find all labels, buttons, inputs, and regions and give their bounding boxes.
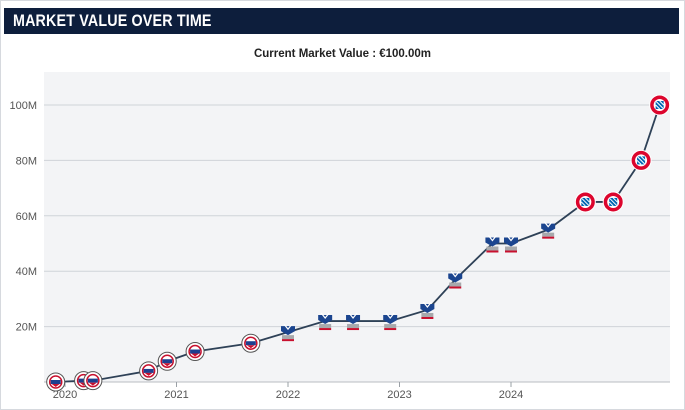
y-tick-label: 100M (9, 100, 37, 112)
crystal-palace-badge-icon (383, 315, 398, 325)
data-points (46, 94, 671, 392)
y-tick-label: 40M (16, 266, 37, 278)
data-point-reading[interactable] (46, 372, 66, 392)
data-point-crystal-palace[interactable] (383, 312, 398, 331)
crystal-palace-badge-icon (448, 273, 463, 283)
data-point-crystal-palace[interactable] (281, 323, 295, 342)
crystal-palace-badge-icon (281, 326, 295, 336)
data-point-bayern-munich[interactable] (630, 149, 652, 171)
crystal-palace-badge-icon (504, 237, 518, 247)
y-tick-label: 60M (16, 211, 37, 223)
y-tick-label: 20M (16, 322, 37, 334)
x-tick-label: 2024 (499, 389, 523, 401)
data-point-crystal-palace[interactable] (504, 235, 518, 253)
data-point-reading[interactable] (83, 371, 103, 391)
data-point-crystal-palace[interactable] (318, 312, 333, 331)
data-point-bayern-munich[interactable] (602, 191, 624, 213)
data-point-crystal-palace[interactable] (541, 221, 556, 239)
crystal-palace-badge-icon (318, 315, 333, 325)
plot-area (44, 72, 670, 382)
x-tick-label: 2020 (53, 389, 77, 401)
crystal-palace-badge-icon (485, 237, 500, 247)
data-point-reading[interactable] (157, 351, 177, 371)
data-point-crystal-palace[interactable] (420, 301, 435, 319)
crystal-palace-badge-icon (346, 315, 361, 325)
data-point-bayern-munich[interactable] (649, 94, 671, 116)
crystal-palace-badge-icon (541, 223, 556, 233)
data-point-reading[interactable] (139, 361, 159, 381)
x-tick-label: 2023 (387, 389, 411, 401)
section-title: MARKET VALUE OVER TIME (13, 11, 212, 30)
data-point-crystal-palace[interactable] (346, 312, 361, 331)
x-axis: 2020 2021 2022 2023 2024 (53, 382, 523, 401)
data-point-crystal-palace[interactable] (448, 271, 463, 289)
data-point-reading[interactable] (241, 333, 261, 353)
chart-subtitle: Current Market Value : €100.00m (253, 48, 432, 60)
section-header: MARKET VALUE OVER TIME (4, 8, 679, 34)
y-axis: 20M 40M 60M 80M 100M (9, 100, 37, 334)
x-tick-label: 2022 (276, 389, 300, 401)
x-tick-label: 2021 (164, 389, 188, 401)
y-tick-label: 80M (16, 155, 37, 167)
crystal-palace-badge-icon (420, 303, 435, 313)
data-point-reading[interactable] (185, 342, 205, 362)
data-point-bayern-munich[interactable] (574, 191, 596, 213)
data-point-crystal-palace[interactable] (485, 235, 500, 253)
